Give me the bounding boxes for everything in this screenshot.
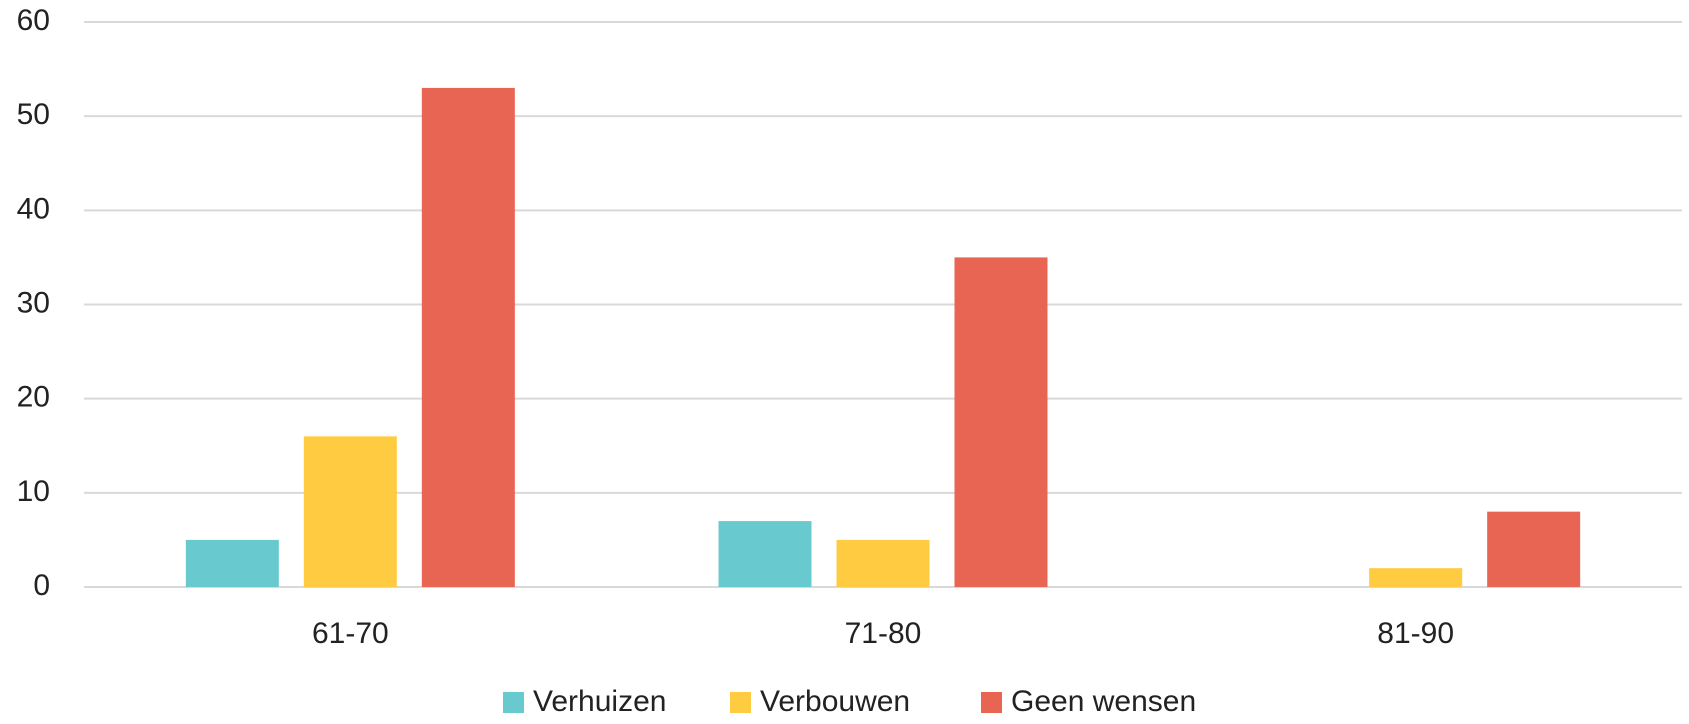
y-tick-label: 0 bbox=[33, 569, 50, 602]
y-tick-label: 50 bbox=[17, 98, 50, 131]
legend-swatch bbox=[503, 692, 524, 713]
y-tick-label: 10 bbox=[17, 475, 50, 508]
bar bbox=[303, 436, 397, 587]
x-tick-label: 61-70 bbox=[312, 617, 389, 650]
bar bbox=[954, 257, 1048, 587]
legend-swatch bbox=[730, 692, 751, 713]
bar bbox=[1487, 511, 1581, 587]
bar bbox=[421, 87, 515, 588]
legend-label: Geen wensen bbox=[1011, 685, 1196, 718]
bar bbox=[718, 521, 812, 587]
y-tick-label: 40 bbox=[17, 192, 50, 225]
bar bbox=[836, 539, 930, 587]
x-tick-label: 71-80 bbox=[845, 617, 922, 650]
legend-swatch bbox=[981, 692, 1002, 713]
bar bbox=[1369, 568, 1463, 587]
y-tick-label: 60 bbox=[17, 4, 50, 37]
legend-label: Verhuizen bbox=[533, 685, 666, 718]
legend-label: Verbouwen bbox=[760, 685, 910, 718]
bar bbox=[185, 539, 279, 587]
y-tick-label: 30 bbox=[17, 286, 50, 319]
y-tick-label: 20 bbox=[17, 381, 50, 414]
x-tick-label: 81-90 bbox=[1377, 617, 1454, 650]
